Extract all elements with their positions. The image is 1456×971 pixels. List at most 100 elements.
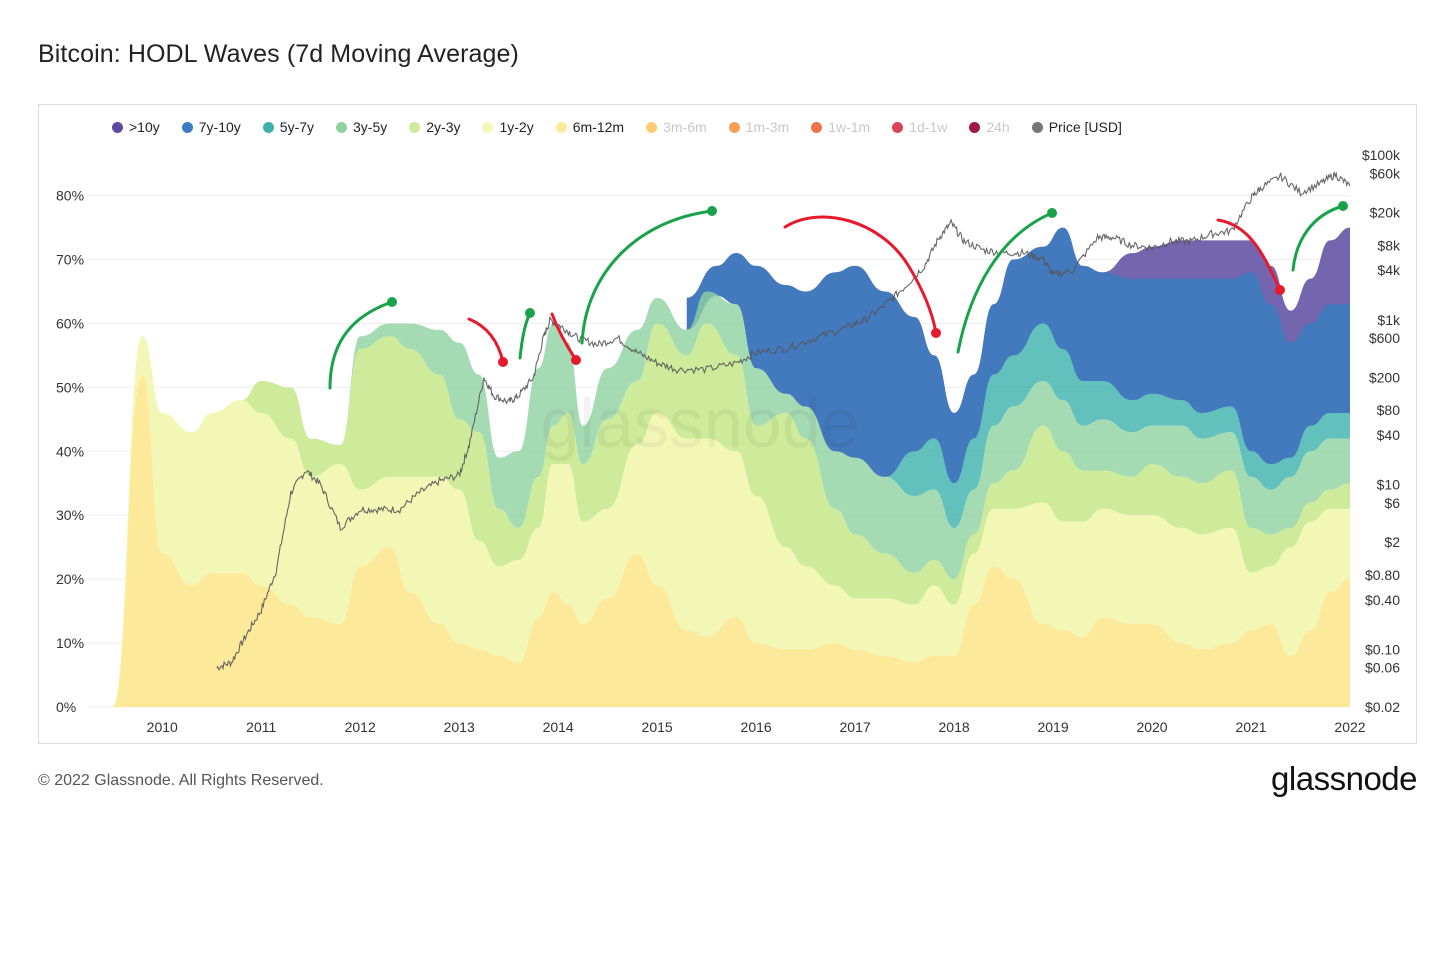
legend-item-9[interactable]: 1w-1m [811,119,870,135]
chart-title: Bitcoin: HODL Waves (7d Moving Average) [38,40,519,68]
annotation-arrow-0 [328,300,394,390]
legend-label-0: >10y [129,119,160,135]
y-left-tick-3: 30% [56,507,84,523]
legend-item-8[interactable]: 1m-3m [728,119,790,135]
legend-item-10[interactable]: 1d-1w [892,119,947,135]
legend-label-3: 3y-5y [353,119,388,135]
band-3y5y [112,291,1350,707]
x-tick-2018: 2018 [939,719,970,735]
y-right-tick-14: $8k [1377,237,1401,253]
legend-item-5[interactable]: 1y-2y [482,119,534,135]
legend-label-5: 1y-2y [499,119,534,135]
y-right-tick-9: $80 [1377,402,1401,418]
annotation-arrowhead-8 [1275,285,1285,295]
x-tick-2014: 2014 [543,719,574,735]
y-right-tick-17: $100k [1362,147,1401,163]
legend-dot-8 [728,121,740,133]
legend-label-12: Price [USD] [1048,119,1122,135]
x-tick-2022: 2022 [1334,719,1365,735]
x-tick-2015: 2015 [642,719,673,735]
legend-dot-0 [112,121,123,133]
y-left-tick-5: 50% [56,379,84,395]
legend-item-6[interactable]: 6m-12m [555,119,625,135]
y-right-tick-10: $200 [1369,369,1400,385]
x-tick-2010: 2010 [147,719,178,735]
legend-item-11[interactable]: 24h [969,119,1010,135]
y-right-tick-5: $2 [1384,534,1400,550]
y-left-tick-7: 70% [56,252,84,268]
glassnode-logo: glassnode [1271,760,1417,797]
chart-legend: >10y 7y-10y 5y-7y 3y-5y 2y-3y 1y-2y 6m-12m 3m-6… [112,116,1122,138]
legend-label-10: 1d-1w [909,119,948,135]
legend-dot-5 [482,121,494,133]
legend-item-2[interactable]: 5y-7y [262,119,315,135]
legend-dot-1 [181,121,193,133]
annotation-arrow-5 [467,317,505,364]
y-right-tick-4: $0.80 [1365,567,1400,583]
y-left-tick-6: 60% [56,315,84,331]
y-right-tick-1: $0.06 [1365,660,1400,676]
y-right-tick-16: $60k [1370,165,1401,181]
y-left-tick-8: 80% [56,188,84,204]
legend-item-12[interactable]: Price [USD] [1031,119,1122,135]
legend-label-1: 7y-10y [198,119,241,135]
annotation-arrowhead-4 [1338,201,1348,211]
legend-dot-6 [555,121,567,133]
legend-label-6: 6m-12m [572,119,625,135]
annotation-arrowhead-2 [707,206,717,216]
annotation-arrowhead-3 [1047,208,1057,218]
y-left-tick-4: 40% [56,443,84,459]
legend-item-3[interactable]: 3y-5y [336,119,387,135]
legend-dot-12 [1031,121,1043,133]
legend-dot-10 [892,121,904,133]
annotation-arrowhead-0 [387,297,397,307]
legend-item-4[interactable]: 2y-3y [409,119,460,135]
legend-label-2: 5y-7y [279,119,315,135]
annotation-arrow-7 [783,215,938,335]
legend-label-8: 1m-3m [745,119,790,135]
y-right-tick-15: $20k [1370,205,1401,221]
legend-label-4: 2y-3y [426,119,461,135]
x-tick-2013: 2013 [444,719,475,735]
copyright-footer: © 2022 Glassnode. All Rights Reserved. [38,772,324,789]
band-6m12m [112,374,1350,707]
legend-dot-4 [409,121,421,133]
y-left-tick-2: 20% [56,571,84,587]
band-7y-10y [686,227,1350,484]
x-tick-2021: 2021 [1235,719,1266,735]
chart-frame [38,104,1417,744]
price-line [216,171,1351,671]
annotation-arrow-2 [580,209,714,345]
legend-dot-11 [969,121,981,133]
annotation-arrowhead-7 [931,328,941,338]
legend-label-7: 3m-6m [663,119,707,135]
legend-label-9: 1w-1m [828,119,871,135]
legend-dot-3 [336,121,348,133]
legend-item-7[interactable]: 3m-6m [646,119,707,135]
y-right-tick-3: $0.40 [1365,592,1400,608]
y-right-tick-13: $4k [1377,262,1401,278]
annotation-arrow-8 [1216,218,1282,292]
band-2y3y [112,323,1350,707]
annotation-arrow-4 [1291,204,1345,272]
y-right-tick-0: $0.02 [1365,699,1400,715]
annotation-arrow-1 [518,311,532,360]
legend-dot-7 [646,121,658,133]
y-right-tick-8: $40 [1377,427,1401,443]
legend-label-11: 24h [986,119,1010,135]
chart-watermark: glassnode [540,384,859,462]
annotation-arrowhead-1 [525,308,535,318]
legend-item-1[interactable]: 7y-10y [181,119,241,135]
x-tick-2011: 2011 [246,719,276,735]
annotation-arrowhead-5 [498,357,508,367]
legend-dot-2 [262,121,274,133]
x-tick-2019: 2019 [1037,719,1068,735]
y-left-tick-1: 10% [56,635,84,651]
y-right-tick-2: $0.10 [1365,641,1400,657]
annotation-arrowhead-6 [571,355,581,365]
y-right-tick-11: $600 [1369,330,1400,346]
y-right-tick-12: $1k [1377,312,1401,328]
y-left-tick-0: 0% [56,699,76,715]
legend-item-0[interactable]: >10y [112,119,160,135]
